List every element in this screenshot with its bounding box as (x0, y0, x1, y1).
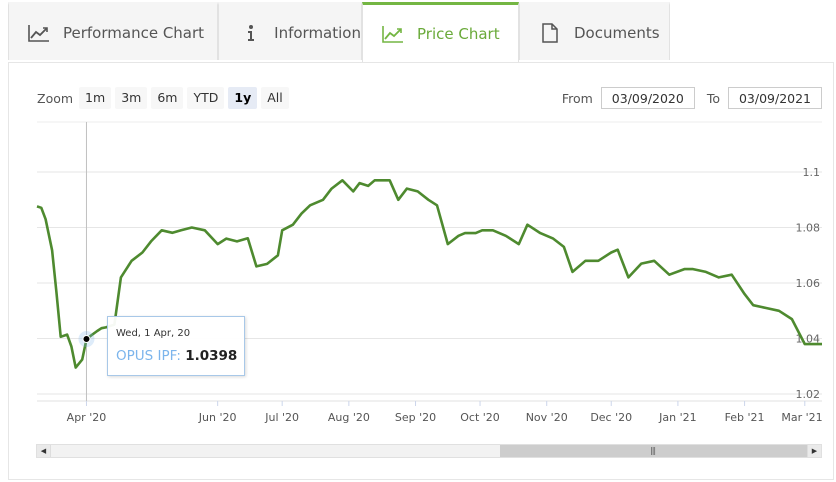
tab-label: Documents (574, 23, 660, 42)
tab-performance-chart[interactable]: Performance Chart (8, 2, 218, 60)
scroll-right-arrow-icon[interactable]: ▶ (807, 445, 821, 457)
date-range: From To (562, 87, 822, 109)
x-axis-label: Sep '20 (395, 411, 436, 424)
series-line-opus-ipf (36, 179, 822, 369)
x-axis-label: Jul '20 (264, 411, 299, 424)
zoom-all-button[interactable]: All (261, 87, 289, 109)
zoom-controls: Zoom 1m 3m 6m YTD 1y All (37, 87, 293, 109)
x-axis-label: Jan '21 (658, 411, 696, 424)
chart-tooltip: Wed, 1 Apr, 20 OPUS IPF: 1.0398 (107, 316, 245, 376)
to-label: To (706, 90, 720, 106)
x-axis-label: Mar '21 (781, 411, 822, 424)
tooltip-date: Wed, 1 Apr, 20 (116, 328, 191, 339)
zoom-1y-button[interactable]: 1y (228, 87, 258, 109)
tab-label: Information (274, 23, 361, 42)
x-axis-label: Aug '20 (328, 411, 370, 424)
tab-documents[interactable]: Documents (519, 2, 670, 60)
tab-price-chart[interactable]: Price Chart (362, 2, 519, 62)
scroll-left-arrow-icon[interactable]: ◀ (37, 445, 51, 457)
x-axis-label: Apr '20 (67, 411, 107, 424)
zoom-3m-button[interactable]: 3m (115, 87, 148, 109)
zoom-6m-button[interactable]: 6m (151, 87, 184, 109)
y-axis-label: 1.06 (796, 277, 821, 290)
tooltip-series-row: OPUS IPF: 1.0398 (116, 348, 238, 364)
x-axis-label: Dec '20 (590, 411, 632, 424)
hover-point (82, 335, 91, 344)
tab-label: Performance Chart (63, 23, 205, 42)
zoom-1m-button[interactable]: 1m (79, 87, 112, 109)
x-axis-label: Oct '20 (460, 411, 500, 424)
x-axis-label: Feb '21 (725, 411, 765, 424)
line-chart-icon (381, 22, 405, 46)
tab-bar: Performance Chart Information Price Char… (8, 2, 670, 62)
info-icon (239, 21, 262, 45)
zoom-label: Zoom (37, 90, 74, 106)
from-label: From (561, 90, 593, 106)
x-axis-label: Nov '20 (526, 411, 568, 424)
tab-label: Price Chart (417, 24, 500, 43)
scrollbar-thumb[interactable]: ||| (500, 445, 808, 457)
zoom-ytd-button[interactable]: YTD (187, 87, 225, 109)
grip-icon: ||| (650, 446, 656, 455)
tab-information[interactable]: Information (218, 2, 362, 60)
x-axis-labels: Apr '20 Jun '20 Jul '20 Aug '20 Sep '20 Oct '… (67, 401, 823, 424)
tooltip-value: 1.0398 (185, 348, 238, 364)
to-date-input[interactable] (728, 87, 822, 109)
x-axis-label: Jun '20 (198, 411, 237, 424)
y-axis-labels: 1.021.041.061.081.1 (796, 166, 821, 401)
from-date-input[interactable] (600, 87, 695, 109)
document-icon (538, 21, 562, 45)
navigator-scrollbar[interactable]: ◀ ||| ▶ (36, 444, 822, 458)
y-axis-label: 1.08 (796, 222, 821, 235)
tooltip-series-name: OPUS IPF (116, 348, 177, 364)
y-axis-label: 1.1 (803, 166, 821, 179)
line-chart-icon (27, 21, 51, 45)
y-axis-label: 1.02 (796, 388, 821, 401)
